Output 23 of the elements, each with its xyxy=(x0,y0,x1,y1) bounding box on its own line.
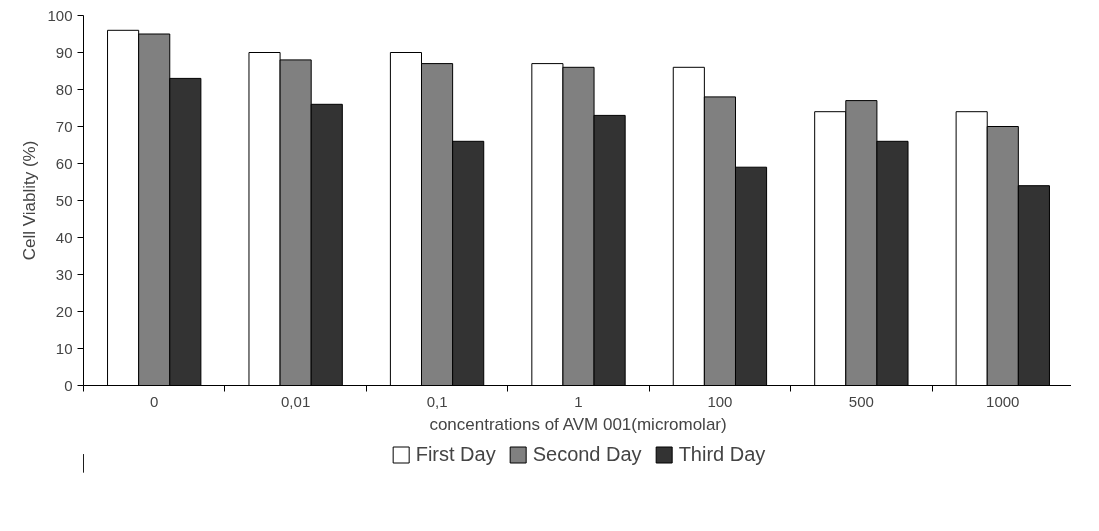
x-tick-label: 0 xyxy=(150,392,159,410)
y-tick-label: 20 xyxy=(55,302,73,320)
legend-label: Second Day xyxy=(532,442,642,466)
y-tick-label: 40 xyxy=(55,228,73,246)
x-tick-label: 1000 xyxy=(986,392,1020,410)
y-tick-label: 50 xyxy=(55,191,73,209)
x-tick-label: 0,01 xyxy=(281,392,311,410)
y-tick-label: 70 xyxy=(55,117,73,135)
legend-label: First Day xyxy=(415,442,496,466)
y-tick-label: 100 xyxy=(47,6,73,24)
x-axis-title: concentrations of AVM 001(micromolar) xyxy=(429,414,727,434)
y-tick-label: 30 xyxy=(55,265,73,283)
y-tick-label: 80 xyxy=(55,80,73,98)
y-tick-label: 0 xyxy=(64,376,73,394)
y-tick-label: 10 xyxy=(55,339,73,357)
x-tick-label: 1 xyxy=(574,392,583,410)
x-tick-label: 100 xyxy=(707,392,733,410)
legend-label: Third Day xyxy=(678,442,766,466)
y-tick-label: 90 xyxy=(55,43,73,61)
y-axis-title: Cell Viablity (%) xyxy=(20,140,40,261)
x-tick-label: 0,1 xyxy=(426,392,448,410)
y-tick-label: 60 xyxy=(55,154,73,172)
x-tick-label: 500 xyxy=(848,392,874,410)
